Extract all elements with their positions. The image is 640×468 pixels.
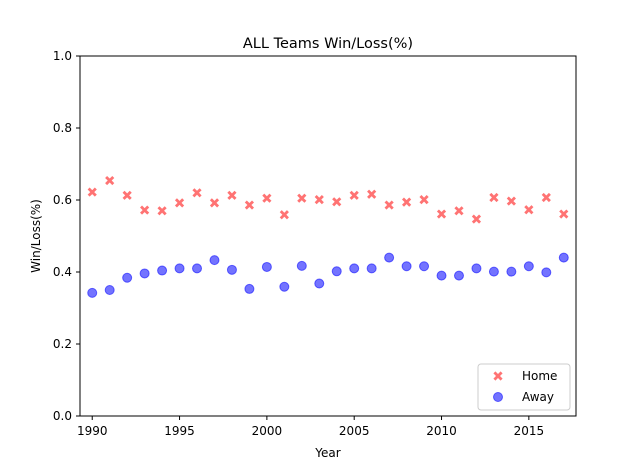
- point-away: [401, 261, 412, 272]
- point-home: [419, 195, 429, 205]
- point-home: [559, 209, 569, 219]
- point-home: [262, 193, 272, 203]
- point-away: [192, 263, 203, 274]
- point-home: [157, 206, 167, 216]
- point-away: [157, 265, 168, 276]
- y-tick-label: 0.8: [53, 121, 72, 135]
- point-home: [140, 205, 150, 215]
- x-tick-label: 1990: [77, 424, 108, 438]
- point-home: [297, 193, 307, 203]
- point-away: [226, 264, 237, 275]
- point-away: [209, 255, 220, 266]
- legend: Home Away: [477, 363, 571, 411]
- point-home: [192, 188, 202, 198]
- point-home: [524, 205, 534, 215]
- point-away: [419, 261, 430, 272]
- y-axis-label: Win/Loss(%): [29, 199, 43, 273]
- point-away: [506, 266, 517, 277]
- y-axis-ticks: 0.0 0.2 0.4 0.6 0.8 1.0: [53, 49, 80, 423]
- x-tick-label: 2010: [426, 424, 457, 438]
- point-home: [349, 190, 359, 200]
- point-home: [209, 198, 220, 208]
- point-away: [139, 268, 150, 279]
- point-home: [454, 206, 464, 216]
- y-tick-label: 0.4: [53, 265, 72, 279]
- y-tick-label: 0.2: [53, 337, 72, 351]
- point-away: [174, 263, 185, 274]
- point-away: [314, 278, 325, 289]
- point-away: [279, 281, 290, 292]
- x-tick-label: 1995: [164, 424, 195, 438]
- y-tick-label: 0.6: [53, 193, 72, 207]
- point-home: [174, 198, 185, 208]
- point-home: [506, 196, 516, 206]
- chart-title: ALL Teams Win/Loss(%): [243, 36, 413, 52]
- point-home: [384, 200, 394, 210]
- legend-label-away: Away: [522, 390, 554, 404]
- legend-marker-away: [493, 392, 503, 402]
- point-away: [87, 287, 98, 298]
- point-home: [87, 187, 97, 197]
- x-tick-label: 2000: [252, 424, 283, 438]
- x-axis-ticks: 1990 1995 2000 2005 2010 2015: [77, 416, 544, 438]
- x-axis-label: Year: [314, 446, 340, 460]
- plot-frame: [79, 55, 577, 417]
- point-away: [122, 272, 133, 283]
- point-away: [453, 270, 464, 281]
- point-away: [104, 285, 115, 295]
- x-tick-label: 2015: [514, 424, 545, 438]
- point-home: [541, 192, 551, 203]
- point-home: [471, 214, 482, 224]
- point-away: [331, 266, 342, 277]
- y-tick-label: 1.0: [53, 49, 72, 63]
- point-home: [332, 197, 342, 207]
- point-home: [122, 190, 132, 200]
- point-home: [244, 200, 255, 210]
- point-away: [523, 261, 534, 272]
- legend-label-home: Home: [522, 369, 557, 383]
- point-away: [541, 267, 552, 278]
- point-away: [384, 252, 395, 263]
- point-home: [227, 190, 237, 200]
- point-away: [296, 260, 307, 271]
- point-away: [436, 270, 447, 281]
- point-away: [349, 263, 360, 274]
- point-away: [244, 283, 255, 294]
- point-home: [367, 189, 377, 199]
- point-away: [471, 263, 482, 274]
- point-away: [261, 261, 272, 272]
- x-tick-label: 2005: [339, 424, 370, 438]
- point-home: [436, 209, 447, 219]
- y-tick-label: 0.0: [53, 409, 72, 423]
- point-away: [488, 266, 499, 277]
- point-home: [489, 192, 499, 203]
- point-away: [366, 263, 377, 274]
- legend-marker-home: [493, 371, 503, 381]
- data-points: [87, 175, 569, 298]
- point-away: [558, 252, 569, 263]
- point-home: [401, 197, 412, 207]
- point-home: [314, 195, 324, 205]
- point-home: [279, 210, 289, 220]
- point-home: [105, 175, 115, 186]
